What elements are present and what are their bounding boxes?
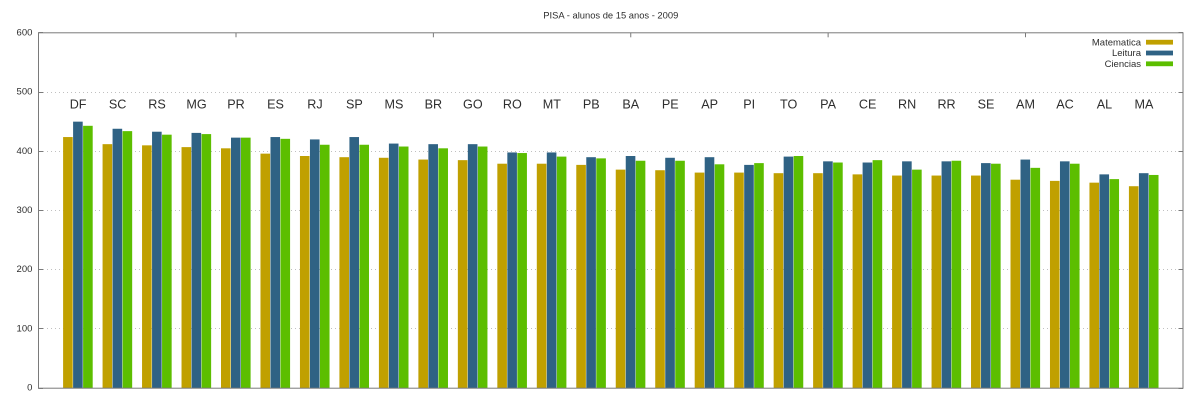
svg-text:400: 400 xyxy=(17,146,33,157)
svg-text:PB: PB xyxy=(583,97,600,111)
svg-text:AM: AM xyxy=(1016,97,1035,111)
svg-text:BA: BA xyxy=(622,97,639,111)
svg-text:200: 200 xyxy=(17,264,33,275)
svg-text:TO: TO xyxy=(780,97,797,111)
svg-text:ES: ES xyxy=(267,97,284,111)
svg-text:Matematica: Matematica xyxy=(1092,37,1142,48)
svg-text:PE: PE xyxy=(662,97,679,111)
svg-text:BR: BR xyxy=(425,97,443,111)
svg-text:DF: DF xyxy=(70,97,87,111)
svg-text:CE: CE xyxy=(859,97,877,111)
svg-text:RS: RS xyxy=(148,97,166,111)
svg-text:PI: PI xyxy=(743,97,755,111)
svg-text:SP: SP xyxy=(346,97,363,111)
svg-text:Ciencias: Ciencias xyxy=(1105,59,1142,70)
svg-text:MA: MA xyxy=(1134,97,1153,111)
svg-text:RN: RN xyxy=(898,97,916,111)
svg-text:600: 600 xyxy=(17,27,33,38)
svg-text:RJ: RJ xyxy=(307,97,322,111)
svg-text:0: 0 xyxy=(27,383,32,394)
svg-text:500: 500 xyxy=(17,87,33,98)
svg-text:GO: GO xyxy=(463,97,483,111)
svg-text:PR: PR xyxy=(227,97,245,111)
svg-text:SC: SC xyxy=(109,97,127,111)
svg-text:300: 300 xyxy=(17,205,33,216)
svg-text:RO: RO xyxy=(503,97,522,111)
svg-text:SE: SE xyxy=(978,97,995,111)
svg-text:AP: AP xyxy=(701,97,718,111)
svg-text:RR: RR xyxy=(937,97,955,111)
svg-text:PISA - alunos de 15 anos - 200: PISA - alunos de 15 anos - 2009 xyxy=(543,9,678,20)
svg-text:MS: MS xyxy=(384,97,403,111)
svg-text:100: 100 xyxy=(17,323,33,334)
svg-text:AL: AL xyxy=(1097,97,1112,111)
svg-text:MG: MG xyxy=(186,97,206,111)
svg-text:MT: MT xyxy=(543,97,561,111)
svg-text:Leitura: Leitura xyxy=(1112,48,1142,59)
svg-text:AC: AC xyxy=(1056,97,1074,111)
svg-text:PA: PA xyxy=(820,97,836,111)
